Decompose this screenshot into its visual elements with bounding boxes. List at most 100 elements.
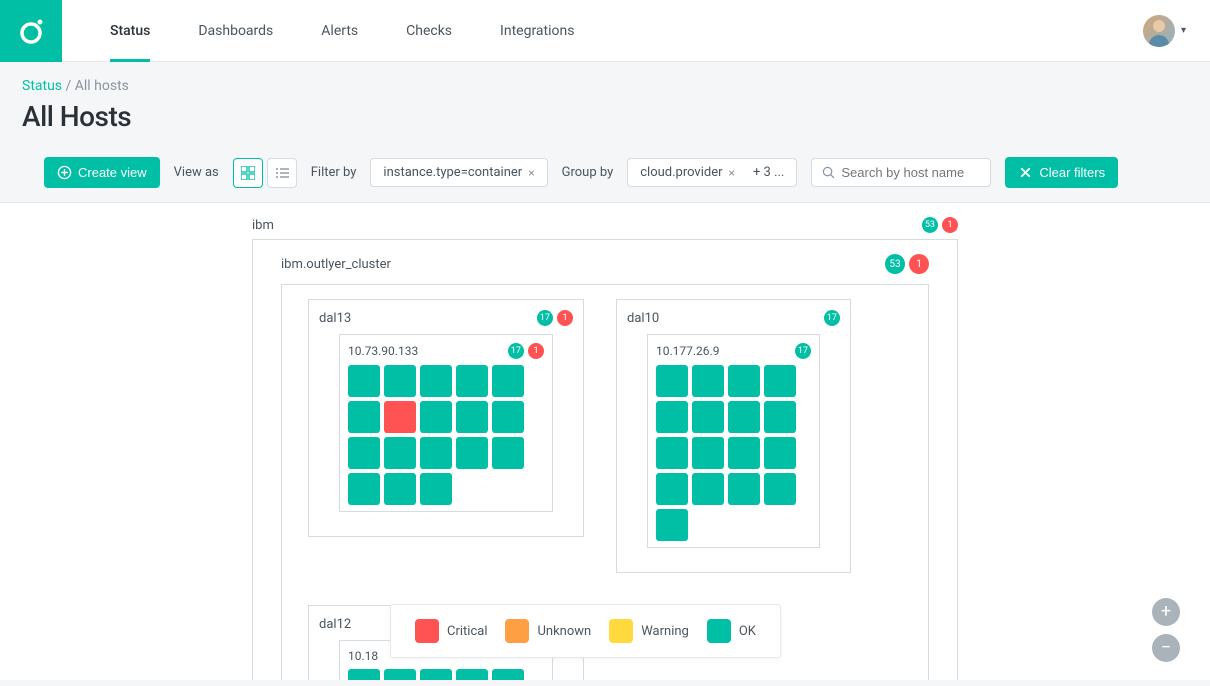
group-chips[interactable]: cloud.provider × + 3 ...	[627, 158, 797, 187]
filter-chips[interactable]: instance.type=container ×	[370, 158, 547, 187]
avatar	[1143, 15, 1175, 47]
cell-grid	[348, 669, 544, 680]
legend-swatch	[609, 619, 633, 643]
legend: Critical Unknown Warning OK	[390, 604, 781, 658]
status-cell[interactable]	[420, 365, 452, 397]
status-cell[interactable]	[656, 365, 688, 397]
status-cell[interactable]	[764, 473, 796, 505]
status-cell[interactable]	[692, 401, 724, 433]
status-cell[interactable]	[384, 365, 416, 397]
group-badges: 17 1	[537, 310, 573, 326]
group-by-label: Group by	[562, 165, 614, 180]
status-badge-ok: 53	[922, 217, 938, 233]
zoom-out-button[interactable]: −	[1152, 634, 1180, 662]
grid-icon	[241, 166, 255, 180]
status-cell[interactable]	[728, 473, 760, 505]
toolbar: Create view View as Filter by instance.t…	[22, 157, 1188, 202]
status-cell[interactable]	[384, 401, 416, 433]
legend-ok: OK	[707, 619, 756, 643]
zoom-in-button[interactable]: +	[1152, 598, 1180, 626]
host-card[interactable]: 10.73.90.133 17 1	[339, 334, 553, 512]
status-cell[interactable]	[492, 669, 524, 680]
nav-items: Status Dashboards Alerts Checks Integrat…	[110, 0, 574, 61]
close-icon[interactable]: ×	[729, 166, 735, 180]
status-cell[interactable]	[764, 365, 796, 397]
logo[interactable]	[0, 0, 62, 62]
view-grid-button[interactable]	[233, 158, 263, 188]
zoom-controls: + −	[1152, 598, 1180, 662]
close-icon[interactable]: ×	[528, 166, 534, 180]
nav-alerts[interactable]: Alerts	[321, 0, 358, 62]
status-cell[interactable]	[728, 437, 760, 469]
page-title: All Hosts	[22, 100, 1188, 133]
group-dal10: dal10 17 10.177.26.9 17	[616, 299, 851, 573]
status-cell[interactable]	[348, 365, 380, 397]
chip-text: + 3 ...	[753, 165, 784, 180]
host-label: 10.73.90.133	[348, 344, 418, 358]
group-label: dal13	[319, 311, 351, 326]
status-badge-critical: 1	[528, 343, 544, 359]
status-cell[interactable]	[384, 437, 416, 469]
host-label: 10.177.26.9	[656, 344, 719, 358]
group-chip-more[interactable]: + 3 ...	[747, 163, 790, 182]
logo-icon	[15, 15, 47, 47]
clear-filters-button[interactable]: Clear filters	[1005, 157, 1118, 188]
clear-filters-label: Clear filters	[1039, 165, 1105, 180]
status-cell[interactable]	[456, 365, 488, 397]
status-cell[interactable]	[692, 365, 724, 397]
breadcrumb-root[interactable]: Status	[22, 78, 62, 94]
status-cell[interactable]	[384, 669, 416, 680]
status-cell[interactable]	[492, 437, 524, 469]
nav-dashboards[interactable]: Dashboards	[198, 0, 273, 62]
status-cell[interactable]	[692, 437, 724, 469]
create-view-label: Create view	[78, 165, 147, 180]
status-cell[interactable]	[656, 437, 688, 469]
nav-integrations[interactable]: Integrations	[500, 0, 574, 62]
legend-critical: Critical	[415, 619, 487, 643]
status-cell[interactable]	[692, 473, 724, 505]
status-badge-ok: 17	[795, 343, 811, 359]
host-label: 10.18	[348, 649, 378, 663]
status-cell[interactable]	[728, 365, 760, 397]
chip-text: cloud.provider	[640, 165, 722, 180]
status-cell[interactable]	[492, 365, 524, 397]
status-cell[interactable]	[456, 401, 488, 433]
create-view-button[interactable]: Create view	[44, 157, 160, 188]
status-cell[interactable]	[420, 437, 452, 469]
breadcrumb: Status / All hosts	[22, 78, 1188, 94]
status-cell[interactable]	[656, 473, 688, 505]
view-as-label: View as	[174, 165, 219, 180]
legend-warning: Warning	[609, 619, 689, 643]
filter-chip[interactable]: instance.type=container ×	[377, 163, 540, 182]
search-input[interactable]	[841, 165, 980, 180]
status-cell[interactable]	[348, 473, 380, 505]
view-list-button[interactable]	[267, 158, 297, 188]
filter-by-label: Filter by	[311, 165, 357, 180]
status-cell[interactable]	[420, 401, 452, 433]
status-cell[interactable]	[728, 401, 760, 433]
status-cell[interactable]	[420, 473, 452, 505]
status-cell[interactable]	[420, 669, 452, 680]
status-cell[interactable]	[764, 437, 796, 469]
group-label: dal12	[319, 617, 351, 632]
user-menu[interactable]: ▾	[1143, 15, 1186, 47]
status-cell[interactable]	[384, 473, 416, 505]
legend-label: Warning	[641, 624, 689, 639]
status-cell[interactable]	[656, 401, 688, 433]
status-cell[interactable]	[656, 509, 688, 541]
status-cell[interactable]	[492, 401, 524, 433]
status-cell[interactable]	[348, 401, 380, 433]
nav-checks[interactable]: Checks	[406, 0, 452, 62]
status-cell[interactable]	[348, 437, 380, 469]
search-box[interactable]	[811, 158, 991, 187]
status-cell[interactable]	[456, 437, 488, 469]
legend-label: OK	[739, 624, 756, 639]
status-cell[interactable]	[348, 669, 380, 680]
search-icon	[822, 166, 835, 179]
status-cell[interactable]	[456, 669, 488, 680]
nav-status[interactable]: Status	[110, 0, 150, 62]
group-chip[interactable]: cloud.provider ×	[634, 163, 741, 182]
cell-grid	[656, 365, 811, 541]
host-card[interactable]: 10.177.26.9 17	[647, 334, 820, 548]
status-cell[interactable]	[764, 401, 796, 433]
